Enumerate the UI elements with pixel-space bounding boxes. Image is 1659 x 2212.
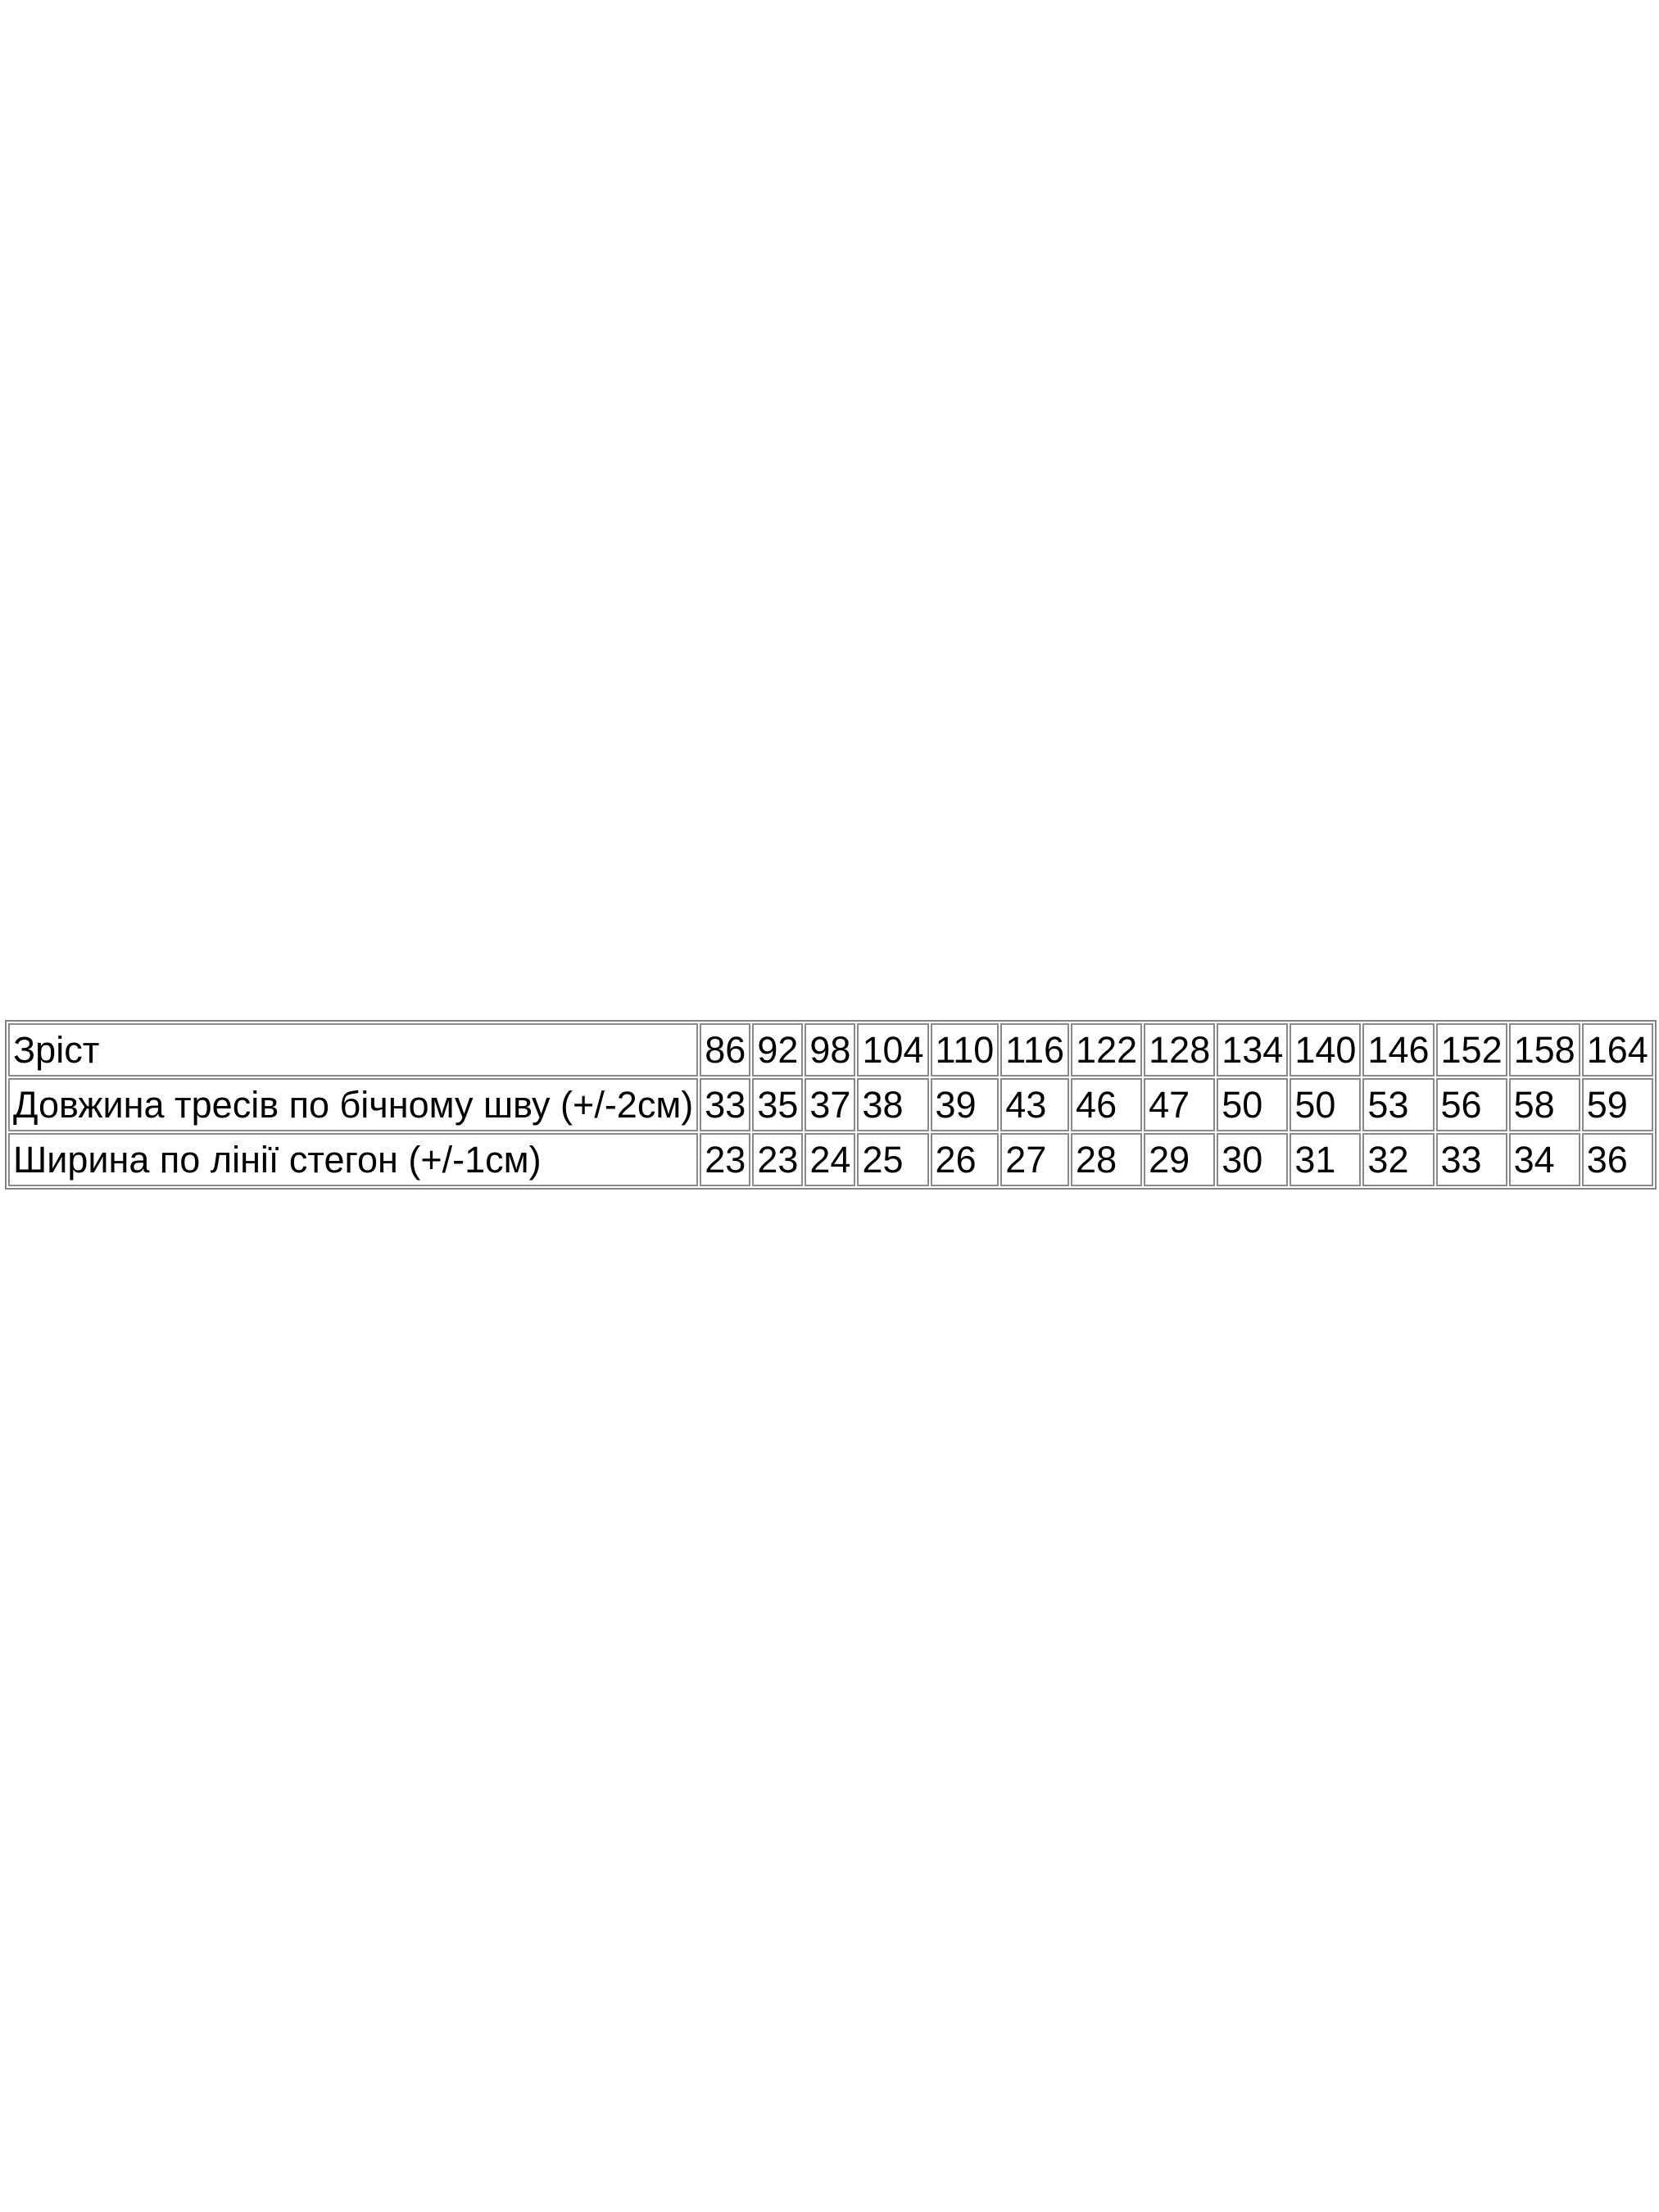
value-cell: 36 (1581, 1133, 1653, 1186)
value-cell: 110 (930, 1023, 999, 1077)
value-cell: 23 (700, 1133, 751, 1186)
value-cell: 50 (1217, 1078, 1289, 1131)
value-cell: 98 (805, 1023, 856, 1077)
value-cell: 28 (1071, 1133, 1143, 1186)
value-cell: 116 (1000, 1023, 1070, 1077)
value-cell: 86 (700, 1023, 751, 1077)
value-cell: 39 (930, 1078, 999, 1131)
value-cell: 30 (1217, 1133, 1289, 1186)
value-cell: 33 (700, 1078, 751, 1131)
value-cell: 27 (1000, 1133, 1070, 1186)
value-cell: 152 (1435, 1023, 1507, 1077)
table-row: Ширина по лінії стегон (+/-1см) 23 23 24 25 2… (8, 1133, 1653, 1186)
value-cell: 158 (1508, 1023, 1580, 1077)
table-row: Зріст 86 92 98 104 110 116 122 128 134 140 146 152 15… (8, 1023, 1653, 1077)
value-cell: 25 (857, 1133, 929, 1186)
value-cell: 33 (1435, 1133, 1507, 1186)
value-cell: 122 (1071, 1023, 1143, 1077)
value-cell: 24 (805, 1133, 856, 1186)
value-cell: 47 (1144, 1078, 1216, 1131)
value-cell: 31 (1290, 1133, 1362, 1186)
row-label: Ширина по лінії стегон (+/-1см) (8, 1133, 699, 1186)
value-cell: 92 (752, 1023, 804, 1077)
row-label: Довжина тресів по бічному шву (+/-2см) (8, 1078, 699, 1131)
value-cell: 29 (1144, 1133, 1216, 1186)
value-cell: 128 (1144, 1023, 1216, 1077)
value-cell: 140 (1290, 1023, 1362, 1077)
value-cell: 38 (857, 1078, 929, 1131)
value-cell: 32 (1362, 1133, 1435, 1186)
row-label: Зріст (8, 1023, 699, 1077)
table-row: Довжина тресів по бічному шву (+/-2см) 33… (8, 1078, 1653, 1131)
size-chart-table-body: Зріст 86 92 98 104 110 116 122 128 134 140 146 152 15… (8, 1023, 1653, 1186)
value-cell: 58 (1508, 1078, 1580, 1131)
value-cell: 23 (752, 1133, 804, 1186)
value-cell: 104 (857, 1023, 929, 1077)
size-chart-table: Зріст 86 92 98 104 110 116 122 128 134 140 146 152 15… (5, 1020, 1657, 1190)
value-cell: 50 (1290, 1078, 1362, 1131)
value-cell: 56 (1435, 1078, 1507, 1131)
value-cell: 37 (805, 1078, 856, 1131)
value-cell: 59 (1581, 1078, 1653, 1131)
value-cell: 134 (1217, 1023, 1289, 1077)
value-cell: 164 (1581, 1023, 1653, 1077)
value-cell: 43 (1000, 1078, 1070, 1131)
value-cell: 46 (1071, 1078, 1143, 1131)
value-cell: 34 (1508, 1133, 1580, 1186)
value-cell: 35 (752, 1078, 804, 1131)
value-cell: 26 (930, 1133, 999, 1186)
value-cell: 146 (1362, 1023, 1435, 1077)
value-cell: 53 (1362, 1078, 1435, 1131)
